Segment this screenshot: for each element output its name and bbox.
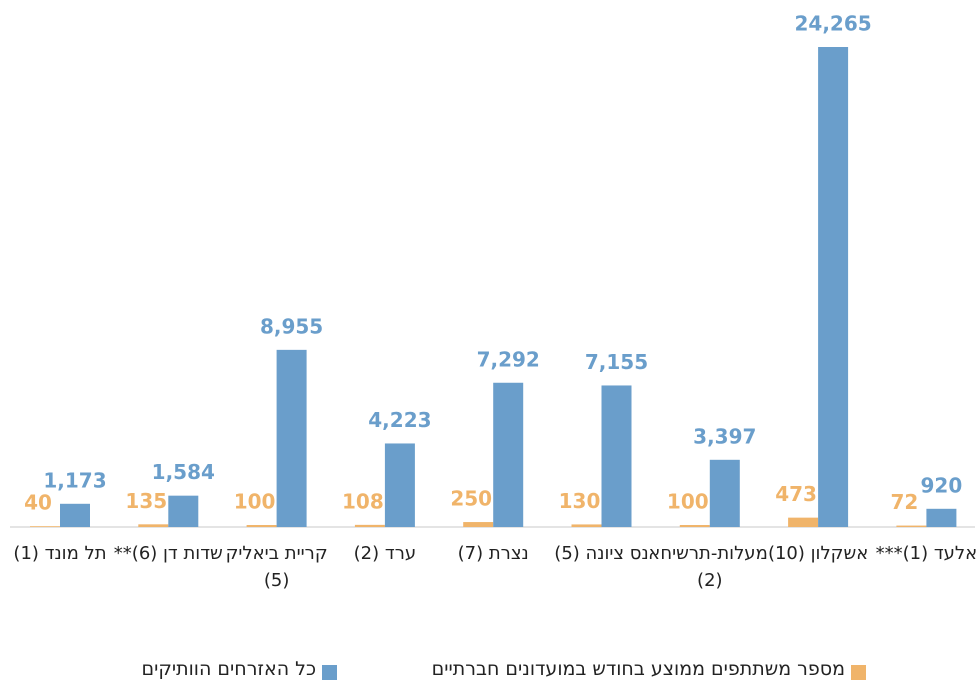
x-tick-label: ערד (2) — [353, 543, 417, 564]
value-label: 473 — [775, 482, 817, 506]
bar — [926, 508, 957, 527]
value-label: 135 — [125, 489, 167, 513]
x-tick-label: קריית ביאליק (5) — [225, 543, 328, 591]
bar — [354, 524, 385, 527]
value-label: 72 — [890, 490, 918, 514]
bar — [276, 349, 307, 527]
x-tick-label: אלעד (1)*** — [875, 543, 976, 564]
bar — [138, 524, 169, 527]
value-label: 100 — [667, 490, 709, 514]
value-label: 130 — [559, 489, 601, 513]
bar — [601, 385, 632, 527]
value-label: 1,173 — [43, 468, 106, 492]
bar — [30, 526, 60, 527]
value-label: 4,223 — [368, 408, 431, 432]
bar — [818, 47, 849, 527]
value-label: 7,155 — [585, 350, 648, 374]
bar — [571, 524, 602, 527]
legend-swatch — [322, 665, 337, 680]
bar — [246, 525, 277, 527]
value-label: 108 — [342, 489, 384, 513]
value-label: 3,397 — [693, 424, 756, 448]
bar — [788, 517, 819, 527]
bar — [168, 495, 199, 527]
x-tick-label: תל מונד (1) — [13, 543, 107, 564]
legend-swatch — [851, 665, 866, 680]
value-label: 40 — [24, 491, 52, 515]
x-tick-label: נס ציונה (5) — [554, 543, 649, 564]
bar — [896, 525, 927, 527]
bar — [60, 503, 90, 527]
x-tick-label: נצרת (7) — [457, 543, 529, 564]
value-label: 24,265 — [795, 12, 872, 36]
legend-label: מספר משתתפים ממוצע בחודש במועדונים חברתי… — [431, 658, 845, 680]
value-label: 7,292 — [477, 347, 540, 371]
x-tick-label: אשקלון (10) — [767, 543, 869, 564]
legend-label: כל האזרחים הוותיקים — [141, 658, 316, 680]
value-label: 1,584 — [152, 460, 215, 484]
x-tick-label: מעלות-תרשיחא (2) — [648, 543, 768, 591]
x-tick-label: שדות דן (6)** — [113, 543, 223, 564]
value-label: 250 — [450, 487, 492, 511]
bar — [493, 382, 524, 527]
bar — [709, 459, 740, 527]
value-label: 100 — [234, 490, 276, 514]
value-label: 8,955 — [260, 314, 323, 338]
bar — [384, 443, 415, 527]
bar — [463, 522, 494, 527]
bar — [679, 525, 710, 527]
value-label: 920 — [921, 473, 963, 497]
